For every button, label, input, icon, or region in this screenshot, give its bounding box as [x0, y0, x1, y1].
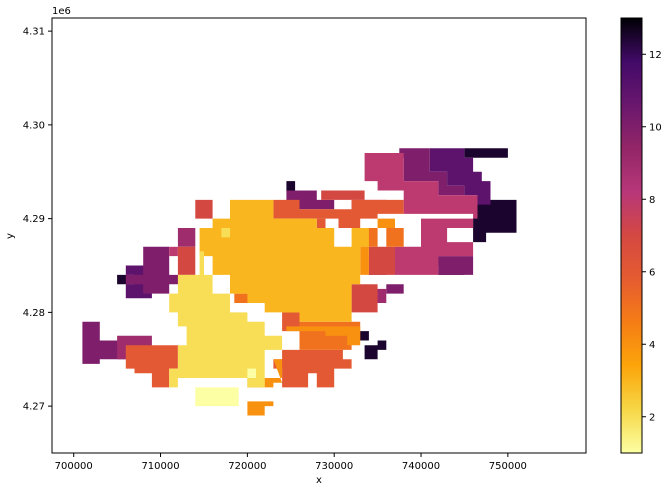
- colorbar-tick-label: 6: [649, 267, 655, 278]
- heatmap-region: [368, 246, 395, 275]
- heatmap-region: [177, 228, 196, 247]
- colorbar-tick-label: 4: [649, 340, 655, 351]
- plot-frame: [51, 17, 587, 454]
- y-tick-label: 4.28: [23, 308, 45, 319]
- heatmap-region: [169, 251, 283, 388]
- heatmap-region: [273, 199, 404, 228]
- heatmap-region: [316, 218, 326, 228]
- heatmap-region: [247, 368, 256, 378]
- colorbar-axis: 2 4 6 8 10 12: [642, 50, 662, 423]
- x-tick-label: 700000: [55, 461, 93, 472]
- heatmap-region: [386, 228, 404, 247]
- heatmap-region: [282, 303, 300, 313]
- heatmap-region: [177, 246, 196, 275]
- heatmap-region: [351, 284, 378, 313]
- x-tick-label: 720000: [228, 461, 266, 472]
- heatmap-region: [169, 246, 178, 257]
- colorbar: [620, 17, 643, 454]
- heatmap-region: [429, 148, 491, 205]
- heatmap-region: [195, 387, 239, 407]
- y-tick-label: 4.31: [23, 27, 45, 38]
- colorbar-tick-label: 8: [649, 195, 655, 206]
- heatmap-region: [199, 199, 369, 322]
- heatmap-region: [273, 349, 352, 388]
- heatmap-region: [360, 246, 369, 275]
- y-axis: 4.27 4.28 4.29 4.30 4.31: [23, 27, 52, 413]
- heatmap-region: [125, 246, 187, 294]
- y-tick-label: 4.27: [23, 402, 45, 413]
- heatmap-region: [234, 293, 252, 303]
- heatmap-region: [399, 148, 465, 196]
- x-tick-label: 750000: [489, 461, 527, 472]
- heatmap-region: [321, 190, 365, 200]
- x-axis: 700000 710000 720000 730000 740000 750000: [55, 453, 527, 472]
- y-tick-label: 4.29: [23, 214, 45, 225]
- colorbar-tick-label: 2: [649, 412, 655, 423]
- x-tick-label: 730000: [315, 461, 353, 472]
- heatmap-region: [364, 340, 387, 360]
- heatmap-region: [195, 199, 213, 219]
- heatmap-region: [82, 321, 126, 364]
- heatmap-region: [364, 153, 478, 275]
- heatmap-region: [247, 359, 283, 416]
- heatmap-region: [377, 218, 395, 228]
- colorbar-tick-label: 12: [649, 50, 662, 61]
- heatmap-region: [125, 345, 178, 388]
- colorbar-tick-label: 10: [649, 122, 662, 133]
- y-axis-label: y: [5, 233, 16, 239]
- heatmap-region: [464, 148, 508, 158]
- heatmap-cells: [82, 148, 517, 416]
- heatmap-region: [473, 199, 517, 243]
- heatmap-region: [286, 326, 361, 346]
- y-offset-label: 1e6: [52, 6, 71, 17]
- x-axis-label: x: [316, 475, 322, 486]
- x-tick-label: 710000: [141, 461, 179, 472]
- heatmap-region: [386, 284, 404, 294]
- heatmap-region: [221, 228, 230, 238]
- y-tick-label: 4.30: [23, 120, 45, 131]
- x-tick-label: 740000: [402, 461, 440, 472]
- heatmap-region: [286, 181, 296, 191]
